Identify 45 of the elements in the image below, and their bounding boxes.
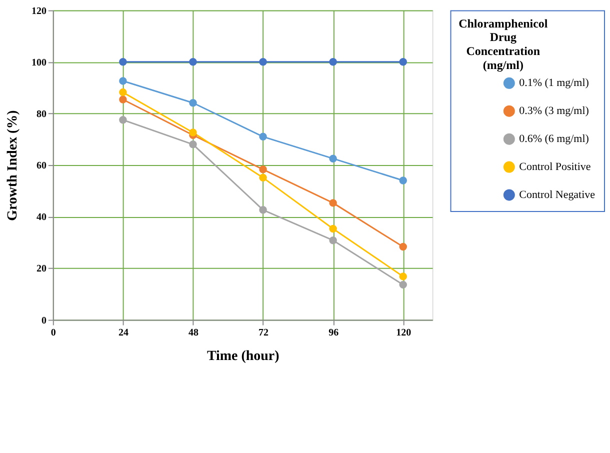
point [259,206,267,214]
x-tick-label: 48 [188,327,198,338]
x-tick-label: 120 [396,327,412,338]
point [399,272,407,280]
x-tick-label: 24 [118,327,128,338]
y-tick-label: 40 [36,212,46,224]
point [329,199,337,207]
point [189,58,197,66]
point [119,77,127,85]
y-tick-label: 20 [36,264,46,275]
point [259,166,267,174]
point [189,99,197,107]
legend-label: 0.6% (6 mg/ml) [519,133,590,146]
y-tick-label: 0 [41,315,46,326]
legend-label: 0.1% (1 mg/ml) [519,77,590,90]
point [399,280,407,289]
point [399,176,407,184]
y-tick-label: 80 [36,108,46,120]
y-axis-title: Growth Index (%) [5,110,20,221]
point [329,58,337,66]
x-axis-title: Time (hour) [206,349,280,364]
point [119,96,127,104]
y-tick-label: 100 [31,57,46,68]
point [119,58,127,66]
point [329,236,337,244]
point [329,224,337,233]
x-tick-label: 72 [258,327,269,338]
point [119,88,127,96]
point [189,140,197,148]
legend-label: Control Positive [519,161,591,174]
point [189,128,197,136]
x-tick-label: 0 [50,327,56,338]
legend-title: Chloramphenicol Drug Concentration (mg/ml) [458,16,548,72]
point [119,116,127,124]
point [399,58,407,66]
point [259,58,267,66]
point [329,154,337,162]
point [259,132,267,141]
legend-label: 0.3% (3 mg/ml) [519,105,590,118]
point [399,242,407,251]
y-tick-label: 60 [36,160,46,172]
y-tick-label: 120 [31,6,46,17]
point [259,174,267,182]
x-tick-label: 96 [328,327,339,338]
legend-label: Control Negative [519,188,596,201]
